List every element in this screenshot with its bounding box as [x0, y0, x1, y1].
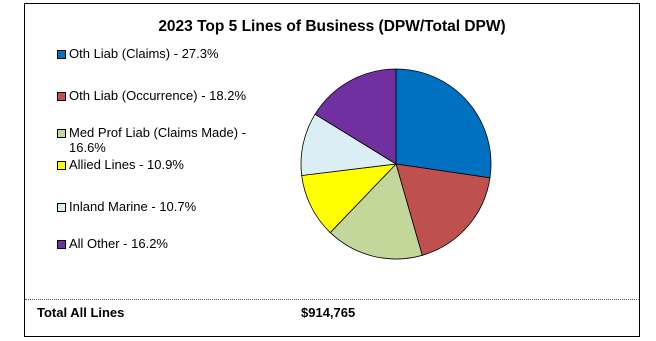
legend-swatch-icon	[57, 203, 66, 212]
legend-label: Allied Lines - 10.9%	[69, 157, 184, 172]
pie-slice-allied-lines	[301, 163, 398, 234]
legend-swatch-icon	[57, 50, 66, 59]
legend-item-allied-lines: Allied Lines - 10.9%	[57, 157, 287, 172]
chart-frame: 2023 Top 5 Lines of Business (DPW/Total …	[24, 3, 640, 337]
legend-label: Oth Liab (Claims) - 27.3%	[69, 46, 219, 61]
legend-label: Med Prof Liab (Claims Made) - 16.6%	[69, 125, 246, 155]
legend-item-all-other: All Other - 16.2%	[57, 236, 287, 251]
legend-swatch-icon	[57, 129, 66, 138]
legend-item-med-prof-liab: Med Prof Liab (Claims Made) - 16.6%	[57, 125, 283, 155]
total-value: $914,765	[301, 305, 356, 320]
legend-item-inland-marine: Inland Marine - 10.7%	[57, 199, 287, 214]
footer-separator	[25, 299, 639, 300]
legend-label: Inland Marine - 10.7%	[69, 199, 197, 214]
legend-item-oth-liab-claims: Oth Liab (Claims) - 27.3%	[57, 46, 287, 61]
legend-label: All Other - 16.2%	[69, 236, 168, 251]
legend-swatch-icon	[57, 240, 66, 249]
legend-item-oth-liab-occurrence: Oth Liab (Occurrence) - 18.2%	[57, 88, 287, 103]
pie-slice-oth-liab-occurrence	[395, 163, 491, 256]
pie-slice-all-other	[314, 68, 397, 165]
total-label: Total All Lines	[37, 305, 125, 320]
pie-slice-med-prof-liab	[329, 163, 423, 260]
legend-swatch-icon	[57, 92, 66, 101]
legend-label: Oth Liab (Occurrence) - 18.2%	[69, 88, 247, 103]
pie-slice-oth-liab-claims	[395, 68, 492, 179]
pie-chart	[300, 68, 492, 260]
chart-title: 2023 Top 5 Lines of Business (DPW/Total …	[158, 18, 506, 35]
legend-swatch-icon	[57, 161, 66, 170]
